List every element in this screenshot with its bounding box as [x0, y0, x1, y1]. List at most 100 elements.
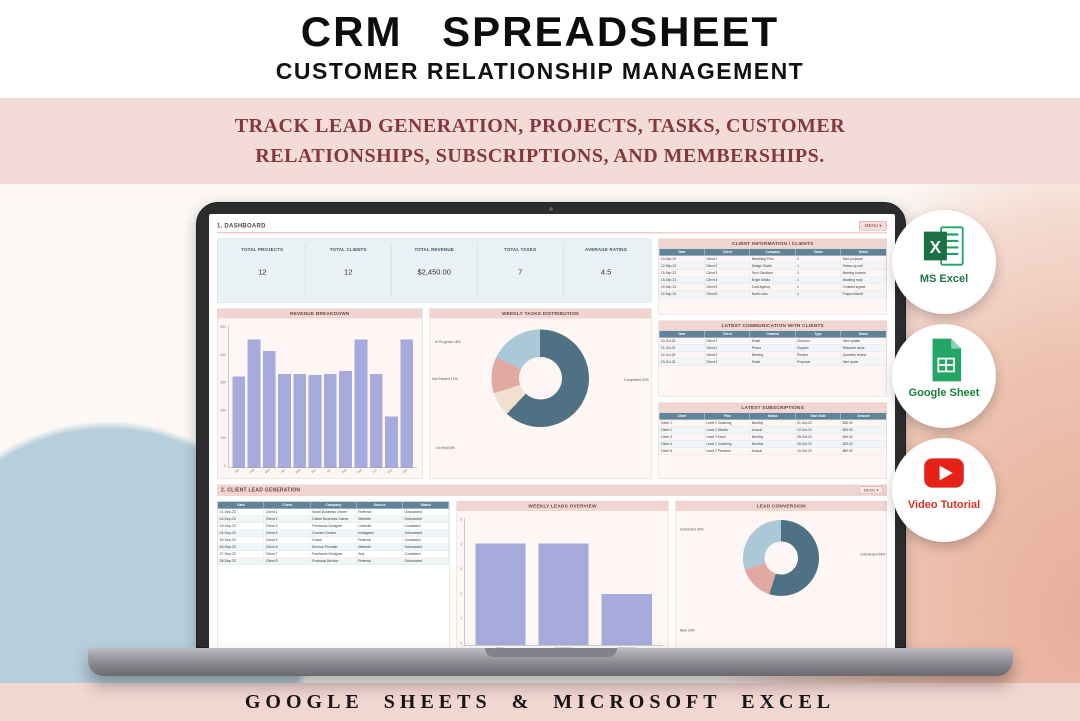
client-info-panel: CLIENT INFORMATION / CLIENTS Date Client C… [658, 238, 887, 315]
y-axis: 500 400 300 200 100 0 [220, 325, 226, 468]
table-cell: Check-in [795, 337, 842, 345]
table-cell: Project kickoff [840, 290, 887, 298]
table-cell: Craft Agency [749, 283, 796, 291]
panel-title: LEAD CONVERSION [675, 501, 887, 511]
table-cell: Email [749, 337, 796, 345]
table-row: Client 4 Level 1 Coaching Monthly 08-Oct-23… [658, 440, 887, 448]
mini-table: Date Client Channel Type Notes 20-Oct-23 Clien… [658, 330, 887, 366]
lead-generation-strip: 2. CLIENT LEAD GENERATION MENU ▾ [217, 484, 887, 496]
table-cell: 20-Oct-23 [658, 337, 705, 345]
table-cell: $99.00 [840, 426, 887, 434]
table-cell: 03-Sep-23 [217, 522, 265, 530]
table-cell: Ads [356, 550, 403, 558]
menu-button[interactable]: MENU ▾ [859, 220, 887, 231]
badge-google-sheet: Google Sheet [892, 324, 996, 428]
dashboard-header: 1. DASHBOARD MENU ▾ [217, 219, 887, 234]
badge-label: MS Excel [919, 273, 969, 285]
bar [308, 375, 322, 468]
column-header: Company [309, 501, 357, 509]
x-axis-labels: Jan Feb Mar Apr May Jun Jul Aug Sep Oct Nov Dec [234, 468, 409, 475]
kpi-total-tasks: TOTAL TASKS 7 [476, 244, 563, 297]
table-cell: Coach [309, 536, 357, 544]
plot-area [227, 325, 418, 468]
leads-overview-panel: WEEKLY LEADS OVERVIEW 543210NewContacted… [456, 501, 669, 649]
table-cell: Client 6 [704, 290, 751, 298]
bar [369, 373, 383, 468]
table-cell: 15-Sep-23 [658, 269, 705, 277]
bar [354, 339, 368, 468]
panel-title: LATEST SUBSCRIPTIONS [658, 403, 887, 413]
google-sheets-icon [932, 338, 962, 382]
badge-video-tutorial: Video Tutorial [892, 438, 996, 542]
table-cell: Client 8 [263, 557, 311, 565]
excel-icon: X [923, 226, 964, 266]
table-cell: Marketing Pros [749, 255, 796, 263]
mini-table: Client Plan Status Start Date Amount Client 1… [658, 412, 887, 455]
plot-area [464, 518, 663, 646]
table-cell: Referral [356, 536, 403, 544]
table-cell: Client 7 [263, 550, 311, 558]
laptop-display: 1. DASHBOARD MENU ▾ TOTAL PROJECTS 1 2 [209, 214, 895, 649]
leads-bar-chart: 543210NewContactedOnboarded [457, 511, 668, 649]
table-row: 22-Oct-23 Client 3 Meeting Review Quarterly … [658, 351, 887, 359]
table-cell: Small Business Owner [309, 508, 357, 516]
table-cell: Contacted [402, 536, 450, 544]
table-cell: Contacted [402, 522, 450, 530]
table-cell: Instagram [356, 529, 403, 537]
table-cell: 20-Sep-23 [658, 283, 705, 291]
table-cell: Follow-up call [840, 262, 887, 270]
column-header: Channel [749, 330, 796, 338]
table-cell: 08-Oct-23 [795, 440, 842, 448]
table-cell: Contacted [402, 550, 450, 558]
table-cell: 21-Oct-23 [658, 344, 705, 352]
kpi-label: TOTAL PROJECTS [241, 247, 284, 252]
table-cell: Client 2 [704, 344, 751, 352]
donut-label: Not Started 12% [432, 377, 458, 382]
table-cell: Client 3 [658, 433, 705, 441]
column-header: Source [356, 501, 403, 509]
lead-menu-button[interactable]: MENU ▾ [859, 486, 883, 494]
kpi-panel: TOTAL PROJECTS 12 TOTAL CLIENTS 12 TOTAL… [217, 238, 652, 303]
donut-label: Completed 62% [623, 378, 649, 383]
donut-hole [764, 541, 798, 575]
column-header: Notes [840, 248, 887, 256]
crm-dashboard: 1. DASHBOARD MENU ▾ TOTAL PROJECTS 1 2 [209, 214, 895, 649]
bar [385, 416, 398, 468]
bar [278, 373, 291, 468]
column-header: Client [658, 412, 705, 420]
lead-table: Date Client Company Source Status 01-Sep-23 Cl… [217, 501, 450, 650]
table-cell: Onboarded [402, 529, 450, 537]
table-cell: Client 1 [704, 337, 751, 345]
weekly-tasks-panel: WEEKLY TASKS DISTRIBUTION In Progress 18… [429, 308, 652, 479]
lead-generation-row: Date Client Company Source Status 01-Sep-23 Cl… [217, 501, 888, 650]
table-cell: Monthly [749, 433, 796, 441]
hero-area: 1. DASHBOARD MENU ▾ TOTAL PROJECTS 1 2 [0, 184, 1080, 683]
table-cell: Level 1 Coaching [704, 419, 751, 427]
laptop-base [88, 648, 1013, 676]
table-cell: Client 3 [704, 269, 751, 277]
table-row: 15-Sep-23 Client 3 Tech Solutions 3 Meeting … [658, 269, 887, 277]
table-row: 07-Sep-23 Client 7 Freelance Designer Ads Co… [217, 550, 450, 558]
table-cell: Quarterly review [840, 351, 887, 359]
bar [538, 543, 589, 645]
table-cell: 2 [795, 255, 842, 263]
table-cell: $49.00 [840, 433, 887, 441]
table-cell: Level 2 Sheets [704, 426, 751, 434]
table-cell: 1 [795, 290, 842, 298]
table-row: 21-Oct-23 Client 2 Phone Support Resolved is… [658, 344, 887, 352]
svg-text:X: X [930, 237, 942, 257]
page-subtitle: CUSTOMER RELATIONSHIP MANAGEMENT [275, 58, 805, 84]
table-cell: 1 [795, 276, 842, 284]
table-cell: Service Provider [309, 543, 357, 551]
donut-label: Onboarded 55% [860, 553, 886, 557]
tagline-line1: TRACK LEAD GENERATION, PROJECTS, TASKS, … [234, 115, 846, 137]
table-cell: Bright Media [749, 276, 796, 284]
column-header: Company [749, 248, 796, 256]
donut-label: New 15% [679, 629, 695, 633]
table-cell: 12-Sep-23 [658, 262, 705, 270]
table-cell: 04-Sep-23 [217, 529, 265, 537]
table-cell: Onboarded [402, 508, 450, 516]
table-cell: 06-Sep-23 [217, 543, 265, 551]
column-header: Date [658, 330, 705, 338]
